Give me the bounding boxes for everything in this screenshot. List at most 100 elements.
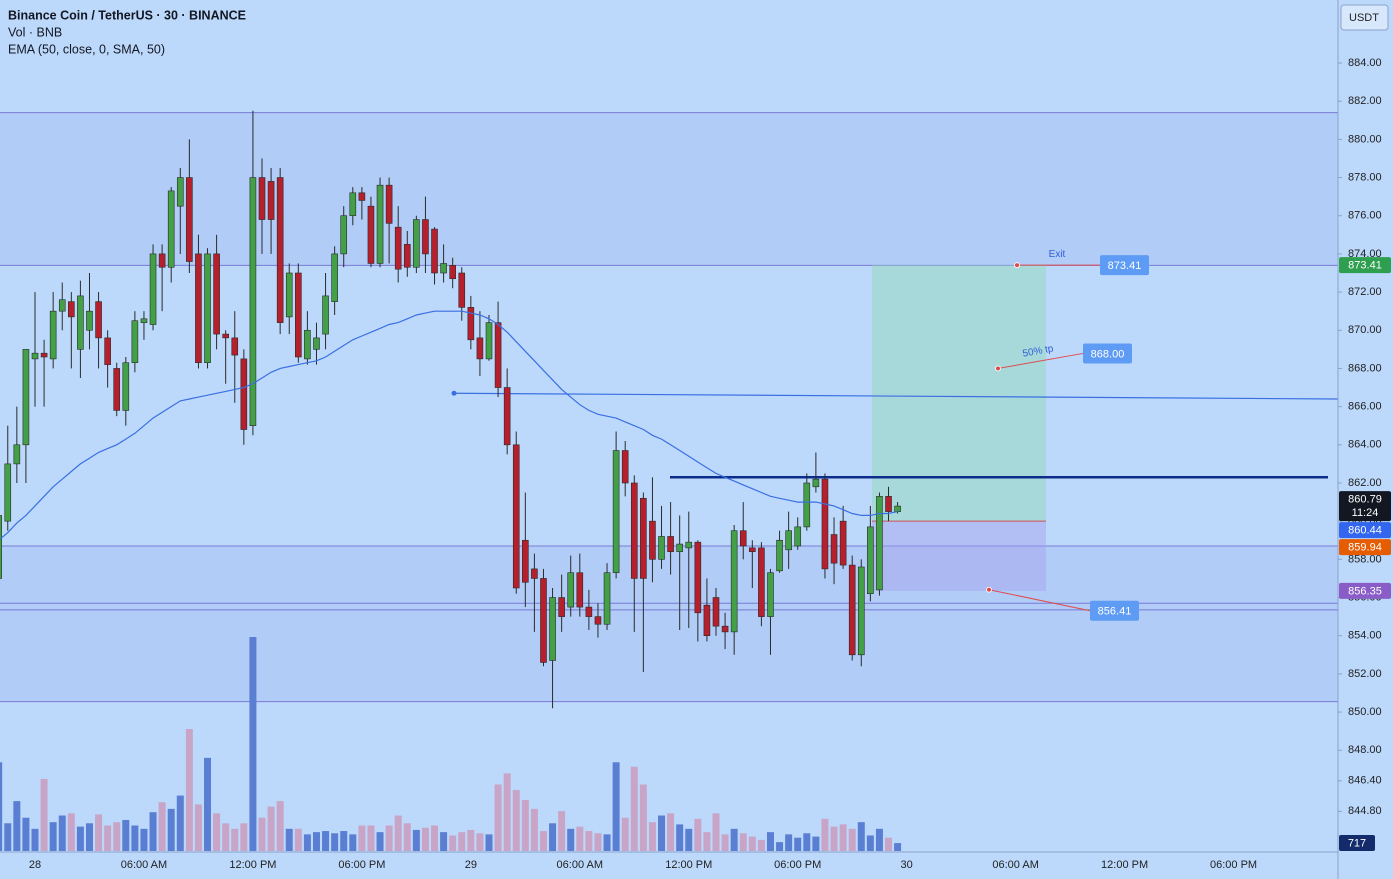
callout-text: Exit — [1049, 249, 1066, 260]
x-tick-label: 06:00 AM — [121, 859, 167, 871]
volume-bar — [512, 790, 520, 851]
volume-bar — [894, 843, 902, 851]
volume-bar — [503, 773, 511, 851]
candle-body — [222, 333, 229, 339]
volume-bar — [685, 828, 693, 851]
volume-bar — [621, 817, 629, 851]
volume-bar — [821, 818, 829, 851]
candle-body — [158, 253, 166, 268]
candle-body — [894, 505, 901, 512]
candle-body — [485, 322, 493, 360]
volume-bar — [567, 828, 575, 851]
price-tag-value: 873.41 — [1348, 260, 1382, 272]
volume-bar — [385, 825, 393, 851]
volume-bar — [467, 829, 475, 851]
volume-bar — [403, 823, 411, 851]
price-tag — [1339, 491, 1391, 522]
candle-body — [449, 265, 456, 280]
candle-body — [531, 568, 538, 579]
candle-body — [848, 564, 856, 656]
candle-body — [249, 177, 257, 427]
callout-tag — [1090, 600, 1139, 621]
candle-body — [467, 307, 475, 341]
volume-bar — [676, 824, 684, 851]
candle-body — [640, 497, 647, 579]
y-tick-label: 876.00 — [1348, 210, 1382, 222]
candle-body — [331, 253, 338, 302]
volume-bar — [358, 825, 366, 851]
callout-value: 868.00 — [1091, 348, 1125, 360]
volume-bar — [839, 824, 847, 851]
volume-bar — [803, 833, 811, 851]
volume-bar — [421, 827, 429, 851]
callout-dot — [1014, 262, 1020, 269]
currency[interactable]: USDT — [1349, 12, 1379, 24]
volume-bar — [648, 822, 656, 851]
y-tick-label: 884.00 — [1348, 57, 1382, 69]
candle-body — [576, 572, 584, 608]
volume-bar — [213, 813, 221, 851]
candle-body — [204, 253, 211, 364]
y-tick-label: 878.00 — [1348, 171, 1382, 183]
price-tag-value: 856.35 — [1348, 585, 1382, 597]
volume-bar — [558, 811, 566, 851]
x-tick-label: 06:00 AM — [992, 859, 1038, 871]
volume-bar — [31, 828, 39, 851]
volume-tag — [1339, 835, 1375, 851]
volume-bar — [848, 828, 856, 851]
volume-bar — [294, 828, 302, 851]
candle-body — [422, 219, 429, 255]
volume-bar — [431, 825, 439, 851]
volume-bar — [658, 815, 666, 851]
y-tick-label: 868.00 — [1348, 362, 1382, 374]
candle-body — [512, 444, 520, 589]
volume-bar — [449, 835, 457, 851]
candle-body — [104, 337, 111, 365]
volume-bar — [667, 813, 675, 851]
volume-bar — [766, 832, 774, 851]
candle-body — [195, 253, 202, 364]
candle-body — [349, 192, 357, 217]
x-tick-label: 28 — [29, 859, 41, 871]
callout-value: 873.41 — [1108, 260, 1142, 272]
callout-dot — [986, 586, 992, 593]
y-tick-label: 874.00 — [1348, 248, 1382, 260]
ema-line — [0, 310, 898, 540]
candle-body — [258, 177, 266, 220]
volume-bar — [866, 835, 874, 851]
volume-bar — [703, 832, 711, 851]
candle-body — [630, 482, 638, 579]
price-tag — [1339, 582, 1391, 599]
volume-bar — [113, 822, 121, 851]
x-tick-label: 06:00 PM — [774, 859, 821, 871]
candle-body — [367, 205, 375, 264]
y-tick-label: 846.40 — [1348, 775, 1382, 787]
countdown: 11:24 — [1352, 507, 1379, 519]
volume-bar — [349, 834, 357, 851]
candle-body — [594, 616, 602, 625]
candle-body — [4, 463, 12, 522]
candle-body — [140, 318, 148, 323]
volume-bar — [58, 815, 66, 851]
candle-body — [267, 181, 275, 220]
currency-button[interactable] — [1340, 4, 1389, 31]
y-tick-label: 852.00 — [1348, 668, 1382, 680]
y-tick-label: 858.00 — [1348, 553, 1382, 565]
volume-bar — [204, 757, 212, 851]
volume-bar — [322, 831, 330, 851]
price-tag-value: 860.79 — [1348, 493, 1382, 505]
candle-body — [821, 478, 829, 570]
callout-tag — [1083, 343, 1132, 364]
candle-body — [58, 299, 66, 312]
candle-body — [540, 578, 547, 663]
stop-zone — [872, 521, 1046, 591]
candle-body — [794, 526, 802, 547]
volume-bar — [0, 762, 3, 851]
x-tick-label: 12:00 PM — [1101, 859, 1148, 871]
candle-body — [68, 301, 75, 318]
candle-body — [40, 352, 48, 358]
volume-bar — [875, 828, 883, 851]
plot-area: 873.41 Exit 868.00 50% tp 856.41 — [0, 110, 1339, 851]
candle-body — [403, 244, 411, 268]
volume-bar — [158, 802, 166, 851]
